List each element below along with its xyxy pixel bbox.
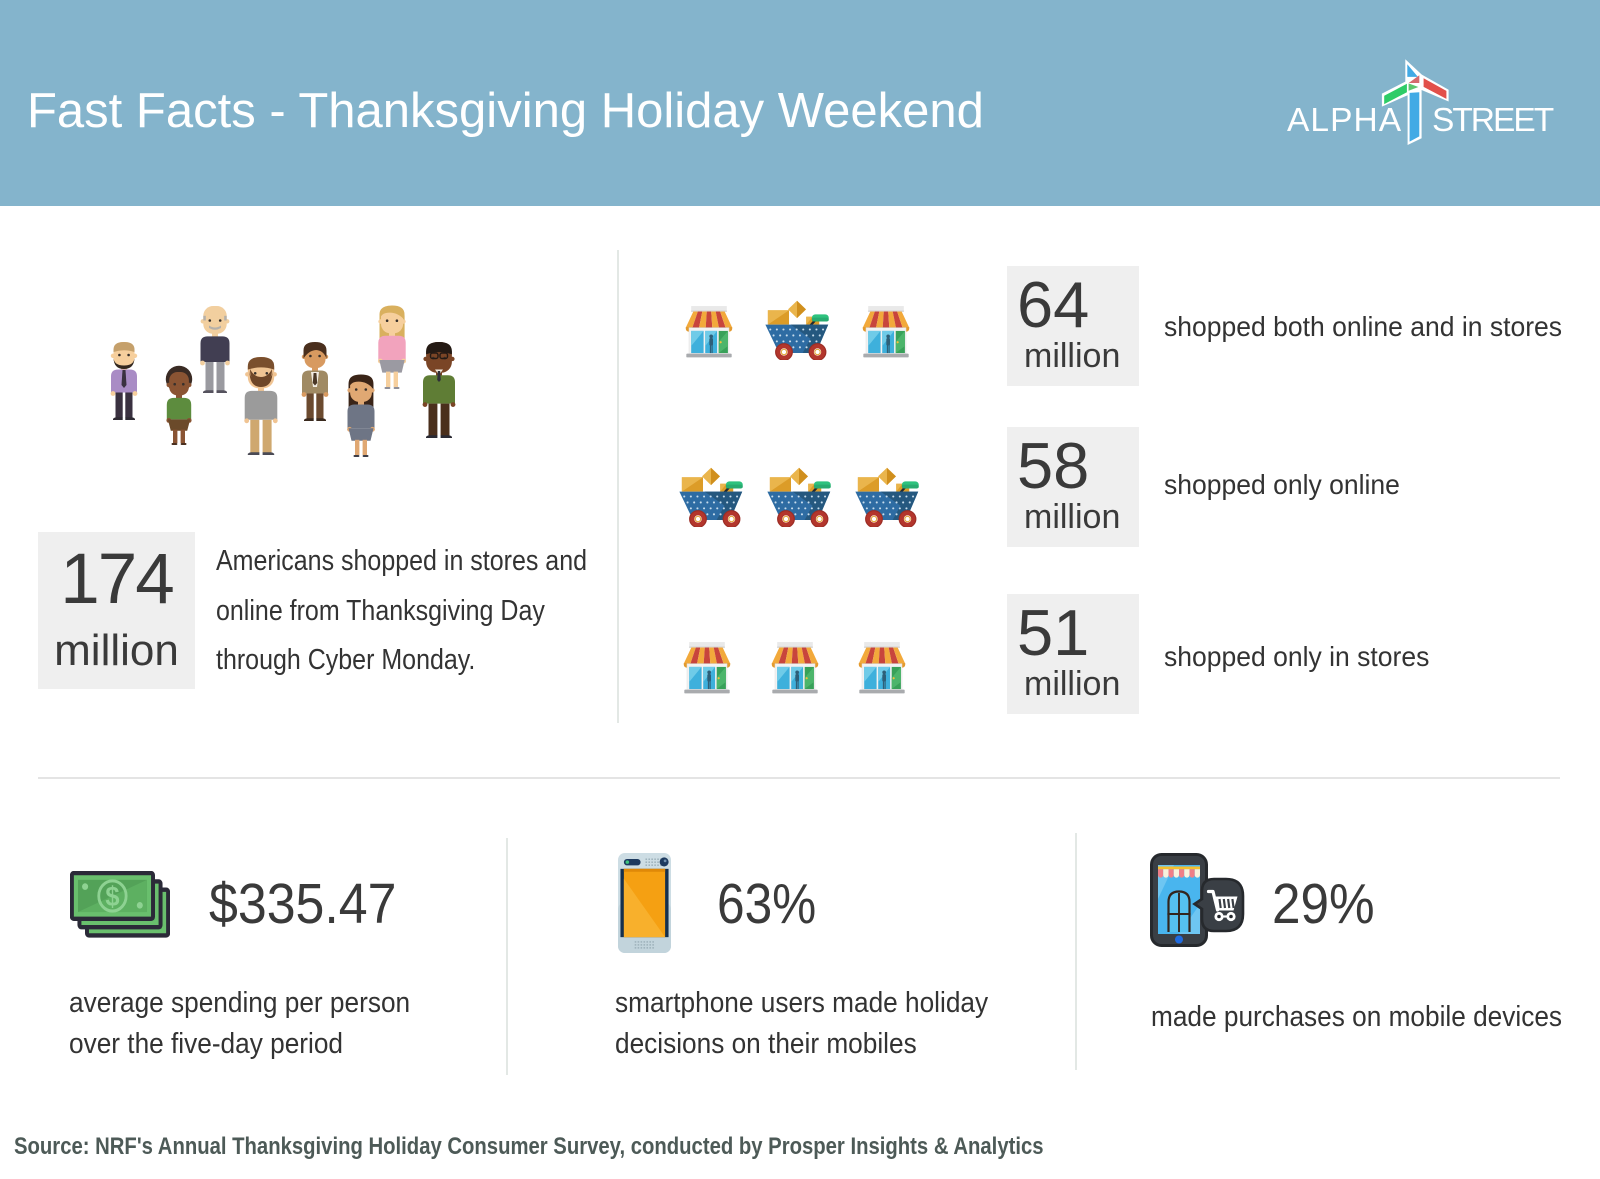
svg-text:STREET: STREET <box>1432 102 1554 139</box>
svg-text:ALPHA: ALPHA <box>1287 102 1402 139</box>
svg-text:$: $ <box>105 881 119 912</box>
